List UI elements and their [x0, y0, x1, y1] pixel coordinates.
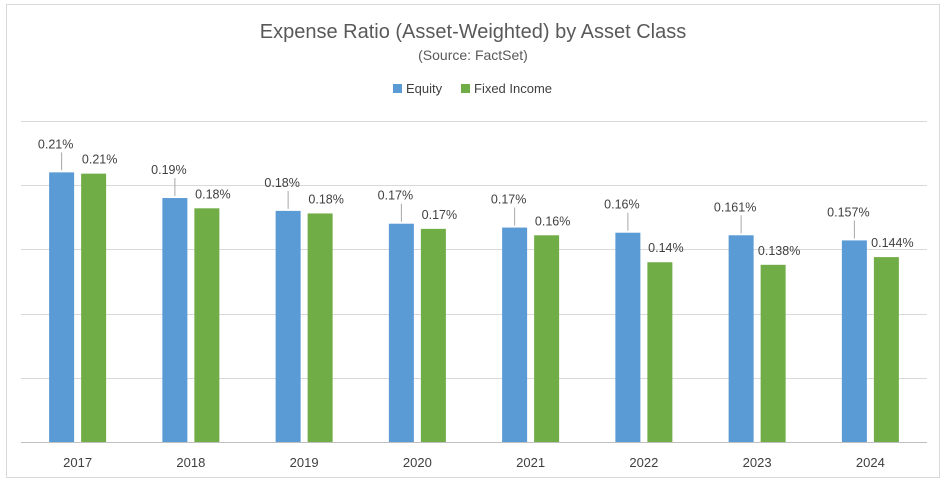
- data-label-fixed-income: 0.17%: [422, 208, 457, 222]
- bar-equity: [841, 240, 867, 442]
- chart-frame: Expense Ratio (Asset-Weighted) by Asset …: [6, 4, 940, 478]
- data-label-equity: 0.157%: [827, 205, 869, 219]
- bar-fixed-income: [194, 208, 220, 442]
- x-axis-ticks: 2017 2018 2019 2020 2021 2022 2023 2024: [63, 455, 885, 470]
- bar-fixed-income: [81, 173, 107, 443]
- bar-fixed-income: [420, 228, 446, 442]
- data-label-fixed-income: 0.18%: [195, 187, 230, 201]
- legend: Equity Fixed Income: [393, 81, 552, 96]
- legend-swatch-equity: [393, 84, 402, 93]
- data-label-fixed-income: 0.138%: [758, 244, 800, 258]
- data-label-fixed-income: 0.18%: [308, 192, 343, 206]
- bar-equity: [162, 198, 188, 442]
- bar-fixed-income: [760, 264, 786, 442]
- legend-label-equity: Equity: [406, 81, 443, 96]
- x-tick-label: 2017: [63, 455, 92, 470]
- data-label-equity: 0.19%: [151, 163, 186, 177]
- bar-fixed-income: [647, 262, 673, 442]
- legend-swatch-fixed-income: [461, 84, 470, 93]
- data-label-equity: 0.17%: [378, 189, 413, 203]
- x-tick-label: 2019: [290, 455, 319, 470]
- bar-equity: [728, 235, 754, 442]
- data-label-fixed-income: 0.21%: [82, 153, 117, 167]
- data-label-equity: 0.16%: [604, 198, 639, 212]
- data-labels: 0.21% 0.21% 0.19% 0.18% 0.18% 0.18% 0.17% 0.17%…: [38, 137, 914, 257]
- chart-title: Expense Ratio (Asset-Weighted) by Asset …: [260, 21, 686, 43]
- legend-label-fixed-income: Fixed Income: [474, 81, 552, 96]
- data-label-fixed-income: 0.16%: [535, 214, 570, 228]
- x-tick-label: 2021: [516, 455, 545, 470]
- bars: [49, 172, 899, 443]
- bar-fixed-income: [534, 235, 560, 442]
- data-label-fixed-income: 0.144%: [871, 236, 913, 250]
- x-tick-label: 2022: [629, 455, 658, 470]
- bar-equity: [49, 172, 75, 443]
- data-label-equity: 0.161%: [714, 200, 756, 214]
- bar-equity: [502, 227, 528, 442]
- bar-fixed-income: [873, 257, 899, 442]
- x-tick-label: 2018: [176, 455, 205, 470]
- data-label-equity: 0.21%: [38, 137, 73, 151]
- x-tick-label: 2024: [856, 455, 885, 470]
- data-label-equity: 0.17%: [491, 193, 526, 207]
- bar-equity: [615, 232, 641, 442]
- x-tick-label: 2023: [743, 455, 772, 470]
- data-label-fixed-income: 0.14%: [648, 241, 683, 255]
- bar-fixed-income: [307, 213, 333, 442]
- bar-equity: [275, 210, 301, 442]
- bar-equity: [388, 223, 414, 442]
- chart-subtitle: (Source: FactSet): [418, 47, 528, 63]
- data-label-equity: 0.18%: [264, 176, 299, 190]
- x-tick-label: 2020: [403, 455, 432, 470]
- chart: Expense Ratio (Asset-Weighted) by Asset …: [21, 21, 927, 470]
